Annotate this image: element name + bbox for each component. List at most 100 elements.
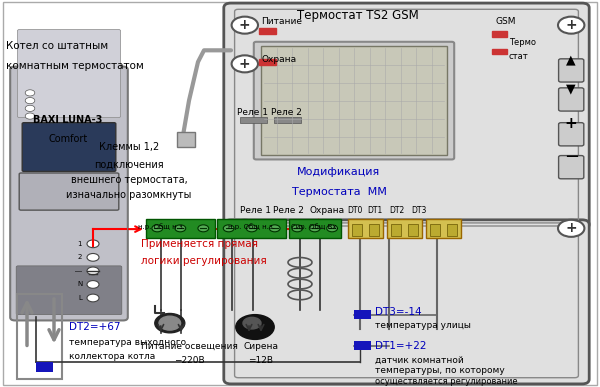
Bar bbox=[240, 117, 267, 123]
Text: ―: ― bbox=[75, 268, 82, 274]
Text: изначально разомкнуты: изначально разомкнуты bbox=[67, 190, 191, 200]
Text: комнатным термостатом: комнатным термостатом bbox=[6, 61, 144, 71]
Text: Охрана: Охрана bbox=[261, 55, 296, 65]
Bar bbox=[289, 219, 341, 238]
Bar bbox=[217, 219, 286, 238]
FancyBboxPatch shape bbox=[224, 220, 589, 384]
Text: DT2: DT2 bbox=[389, 206, 404, 216]
Text: Котел со штатным: Котел со штатным bbox=[6, 41, 108, 51]
Text: стат: стат bbox=[509, 51, 529, 61]
Circle shape bbox=[87, 281, 99, 288]
Text: +: + bbox=[565, 221, 577, 235]
Text: N: N bbox=[77, 281, 82, 288]
Circle shape bbox=[310, 225, 320, 232]
Text: DT2=+67: DT2=+67 bbox=[69, 322, 121, 332]
Bar bbox=[354, 310, 371, 319]
Text: Реле 1: Реле 1 bbox=[240, 206, 271, 216]
Bar bbox=[387, 219, 422, 238]
Circle shape bbox=[87, 267, 99, 275]
Circle shape bbox=[159, 316, 181, 330]
Bar bbox=[36, 362, 53, 372]
Bar bbox=[426, 219, 461, 238]
Text: Клеммы 1,2: Клеммы 1,2 bbox=[99, 142, 159, 152]
Bar bbox=[369, 224, 379, 236]
Text: Питание: Питание bbox=[261, 17, 302, 26]
Bar bbox=[354, 341, 371, 350]
Text: +: + bbox=[565, 18, 577, 32]
Circle shape bbox=[223, 225, 234, 232]
Text: ▲: ▲ bbox=[566, 53, 576, 67]
FancyBboxPatch shape bbox=[559, 123, 584, 146]
Text: +: + bbox=[239, 221, 251, 235]
Circle shape bbox=[87, 294, 99, 302]
Circle shape bbox=[25, 98, 35, 104]
Bar bbox=[448, 224, 457, 236]
Text: BAXI LUNA-3: BAXI LUNA-3 bbox=[33, 115, 103, 125]
Text: 2: 2 bbox=[78, 254, 82, 260]
Bar bbox=[274, 117, 301, 123]
Text: DT3: DT3 bbox=[411, 206, 427, 216]
FancyBboxPatch shape bbox=[559, 88, 584, 111]
Circle shape bbox=[327, 225, 337, 232]
Text: ▼: ▼ bbox=[566, 82, 576, 96]
Text: −220В: −220В bbox=[173, 356, 205, 365]
Text: Питание освещения: Питание освещения bbox=[140, 342, 238, 351]
Circle shape bbox=[243, 317, 261, 329]
Circle shape bbox=[198, 225, 209, 232]
Text: GSM: GSM bbox=[495, 17, 515, 26]
Circle shape bbox=[25, 113, 35, 119]
Text: Термостат TS2 GSM: Термостат TS2 GSM bbox=[297, 9, 419, 22]
Text: Термо: Термо bbox=[509, 38, 536, 47]
Circle shape bbox=[236, 315, 274, 339]
Text: Реле 2: Реле 2 bbox=[271, 108, 302, 117]
FancyBboxPatch shape bbox=[559, 59, 584, 82]
Text: внешнего термостата,: внешнего термостата, bbox=[71, 175, 187, 185]
FancyBboxPatch shape bbox=[224, 3, 589, 229]
Text: температуры, по которому: температуры, по которому bbox=[375, 366, 505, 375]
Circle shape bbox=[87, 253, 99, 261]
FancyBboxPatch shape bbox=[254, 42, 454, 159]
Text: температура улицы: температура улицы bbox=[375, 320, 471, 330]
Text: подключения: подключения bbox=[94, 159, 164, 170]
Text: Модификация: Модификация bbox=[298, 167, 380, 177]
Circle shape bbox=[25, 105, 35, 111]
Circle shape bbox=[558, 17, 584, 34]
Text: осуществляется регулирование: осуществляется регулирование bbox=[375, 377, 518, 386]
Circle shape bbox=[292, 225, 303, 232]
Circle shape bbox=[155, 313, 185, 333]
Text: −: − bbox=[563, 148, 579, 166]
Text: Термостата  ММ: Термостата ММ bbox=[292, 187, 386, 197]
Text: Реле 2: Реле 2 bbox=[273, 206, 304, 216]
Bar bbox=[430, 224, 439, 236]
FancyBboxPatch shape bbox=[22, 123, 116, 171]
Text: Сирена: Сирена bbox=[244, 342, 278, 351]
Text: DT0: DT0 bbox=[347, 206, 362, 216]
FancyBboxPatch shape bbox=[10, 67, 128, 320]
Text: н.р. Общ н.з.: н.р. Общ н.з. bbox=[229, 223, 275, 230]
Circle shape bbox=[232, 220, 258, 237]
Circle shape bbox=[232, 55, 258, 72]
FancyBboxPatch shape bbox=[16, 266, 122, 315]
Text: коллектора котла: коллектора котла bbox=[69, 351, 155, 361]
Circle shape bbox=[246, 225, 257, 232]
Text: датчик комнатной: датчик комнатной bbox=[375, 355, 464, 365]
FancyBboxPatch shape bbox=[3, 2, 597, 385]
Bar bbox=[146, 219, 215, 238]
Text: +: + bbox=[565, 116, 578, 131]
Text: Comfort: Comfort bbox=[48, 134, 88, 144]
Text: н.р. Общ н.з.: н.р. Общ н.з. bbox=[139, 223, 185, 230]
Text: DT1=+22: DT1=+22 bbox=[375, 341, 427, 351]
Circle shape bbox=[558, 220, 584, 237]
Text: Сир. Общ Вх.: Сир. Общ Вх. bbox=[291, 223, 339, 230]
FancyBboxPatch shape bbox=[19, 173, 119, 210]
Text: L: L bbox=[79, 295, 82, 301]
Circle shape bbox=[152, 225, 163, 232]
Text: Реле 1: Реле 1 bbox=[237, 108, 268, 117]
Text: DT3=-14: DT3=-14 bbox=[375, 307, 422, 317]
Bar bbox=[259, 28, 276, 34]
Text: =12В: =12В bbox=[248, 356, 274, 365]
FancyBboxPatch shape bbox=[559, 156, 584, 179]
Text: DT1: DT1 bbox=[367, 206, 382, 216]
Circle shape bbox=[25, 90, 35, 96]
Bar bbox=[492, 49, 507, 54]
